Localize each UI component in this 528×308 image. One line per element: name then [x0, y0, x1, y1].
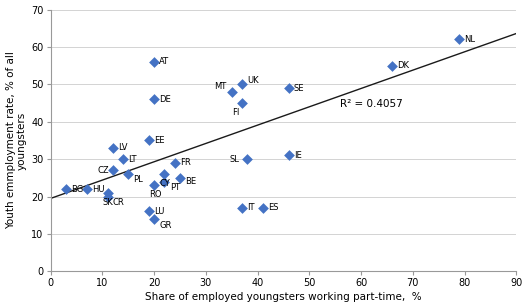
Point	[285, 86, 293, 91]
Text: EE: EE	[154, 136, 165, 145]
Point	[119, 157, 127, 162]
Text: IT: IT	[247, 203, 255, 212]
Point	[161, 179, 169, 184]
Point	[150, 59, 158, 64]
Point	[455, 37, 464, 42]
Text: LV: LV	[118, 144, 127, 152]
Point	[124, 172, 133, 176]
Text: ES: ES	[268, 203, 278, 212]
Text: BG: BG	[71, 184, 83, 193]
Text: R² = 0.4057: R² = 0.4057	[341, 99, 403, 109]
Text: LU: LU	[154, 207, 165, 216]
Text: NL: NL	[465, 35, 476, 44]
Point	[150, 183, 158, 188]
Point	[145, 209, 153, 214]
Point	[176, 175, 184, 180]
Point	[145, 138, 153, 143]
Text: FI: FI	[232, 108, 239, 117]
Text: HU: HU	[92, 184, 105, 193]
Point	[238, 205, 246, 210]
Text: SE: SE	[294, 83, 304, 93]
Point	[161, 172, 169, 176]
Text: UK: UK	[247, 76, 259, 85]
Point	[243, 157, 251, 162]
Point	[109, 145, 117, 150]
Text: SL: SL	[229, 155, 239, 164]
Point	[238, 82, 246, 87]
Text: FR: FR	[180, 158, 191, 167]
Point	[109, 168, 117, 173]
Point	[103, 194, 112, 199]
Point	[259, 205, 267, 210]
Point	[388, 63, 397, 68]
Text: SK: SK	[102, 198, 113, 207]
Text: MT: MT	[214, 82, 226, 91]
Text: GR: GR	[159, 221, 172, 230]
Point	[103, 190, 112, 195]
X-axis label: Share of employed youngsters working part-time,  %: Share of employed youngsters working par…	[145, 292, 422, 302]
Y-axis label: Youth emmployment rate, % of all
youngsters: Youth emmployment rate, % of all youngst…	[6, 51, 27, 229]
Point	[238, 101, 246, 106]
Text: PL: PL	[134, 175, 143, 184]
Point	[150, 97, 158, 102]
Text: DK: DK	[397, 61, 409, 70]
Text: LT: LT	[128, 155, 137, 164]
Text: BE: BE	[185, 177, 196, 186]
Point	[171, 160, 179, 165]
Point	[62, 187, 70, 192]
Text: CZ: CZ	[97, 166, 109, 175]
Text: CY: CY	[159, 179, 170, 188]
Text: PT: PT	[169, 183, 180, 192]
Text: DE: DE	[159, 95, 171, 104]
Point	[150, 217, 158, 221]
Text: RO: RO	[149, 190, 162, 199]
Text: CR: CR	[113, 198, 125, 207]
Text: IE: IE	[294, 151, 301, 160]
Point	[285, 153, 293, 158]
Text: AT: AT	[159, 57, 169, 67]
Point	[228, 89, 236, 94]
Point	[83, 187, 91, 192]
